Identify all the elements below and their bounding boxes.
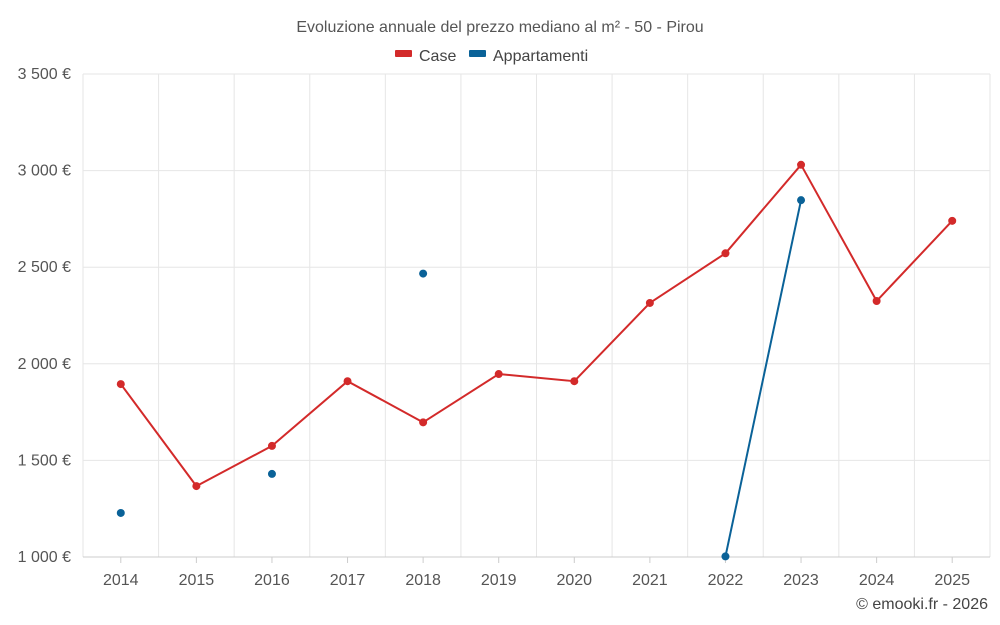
x-tick-label: 2022: [708, 572, 744, 589]
data-point-case[interactable]: [192, 482, 201, 491]
x-tick-label: 2017: [330, 572, 366, 589]
chart-title: Evoluzione annuale del prezzo mediano al…: [296, 19, 703, 36]
data-point-case[interactable]: [116, 380, 125, 389]
data-point-appartamenti[interactable]: [721, 552, 730, 561]
data-point-case[interactable]: [570, 377, 579, 386]
legend-item-appartamenti[interactable]: Appartamenti: [469, 48, 588, 65]
legend-label-appartamenti: Appartamenti: [493, 48, 588, 65]
x-tick-label: 2023: [783, 572, 819, 589]
grid: [82, 73, 991, 558]
y-tick-label: 2 500 €: [18, 259, 71, 276]
data-point-case[interactable]: [872, 297, 881, 306]
x-tick-label: 2025: [934, 572, 970, 589]
y-tick-label: 3 500 €: [18, 66, 71, 83]
axes: 1 000 € 1 500 € 2 000 € 2 500 € 3 000 € 3 500…: [18, 66, 990, 589]
series-line-appartamenti: [724, 199, 803, 557]
y-tick-label: 1 000 €: [18, 549, 71, 566]
series-case: [116, 160, 957, 491]
legend-item-case[interactable]: Case: [395, 48, 456, 65]
legend-swatch-appartamenti: [469, 50, 486, 57]
series-line-case: [119, 163, 953, 488]
data-point-appartamenti[interactable]: [419, 269, 428, 278]
data-point-case[interactable]: [797, 160, 806, 169]
x-tick-label: 2016: [254, 572, 290, 589]
data-point-case[interactable]: [267, 441, 276, 450]
data-point-case[interactable]: [494, 370, 503, 379]
data-point-case[interactable]: [343, 377, 352, 386]
series-appartamenti: [116, 196, 806, 561]
series: [116, 160, 957, 561]
y-tick-label: 2 000 €: [18, 356, 71, 373]
x-tick-label: 2020: [556, 572, 592, 589]
legend-swatch-case: [395, 50, 412, 57]
x-tick-label: 2021: [632, 572, 668, 589]
data-point-case[interactable]: [419, 418, 428, 427]
data-point-appartamenti[interactable]: [797, 196, 806, 205]
x-tick-label: 2019: [481, 572, 517, 589]
x-tick-label: 2018: [405, 572, 441, 589]
data-point-case[interactable]: [948, 216, 957, 225]
legend-label-case: Case: [419, 48, 456, 65]
x-tick-label: 2015: [179, 572, 215, 589]
credit-text: © emooki.fr - 2026: [856, 596, 988, 613]
data-point-appartamenti[interactable]: [116, 508, 125, 517]
data-point-case[interactable]: [721, 249, 730, 258]
y-tick-label: 1 500 €: [18, 452, 71, 469]
x-tick-label: 2024: [859, 572, 895, 589]
legend: Case Appartamenti: [395, 48, 588, 65]
y-tick-label: 3 000 €: [18, 163, 71, 180]
x-tick-label: 2014: [103, 572, 139, 589]
data-point-appartamenti[interactable]: [267, 469, 276, 478]
data-point-case[interactable]: [645, 298, 654, 307]
